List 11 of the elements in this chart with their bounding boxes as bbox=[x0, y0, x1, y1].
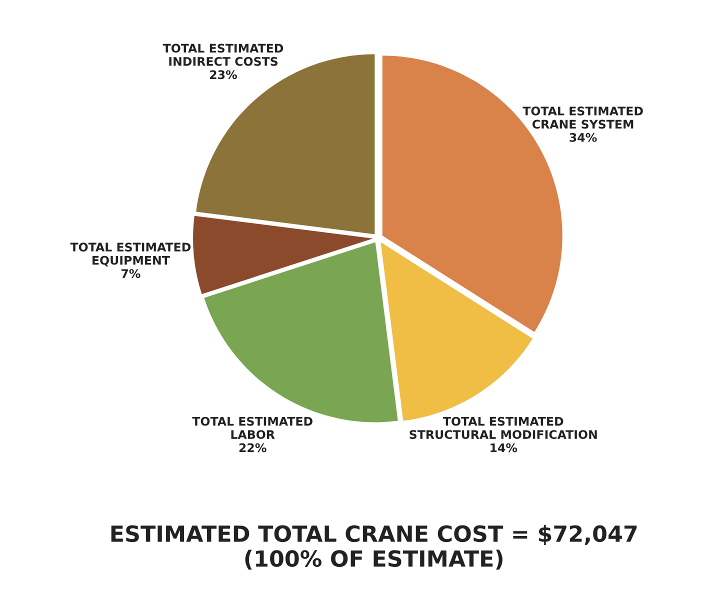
slice-label: TOTAL ESTIMATED STRUCTURAL MODIFICATION bbox=[410, 416, 597, 439]
data-label: 34% bbox=[570, 132, 597, 142]
data-label: 22% bbox=[239, 443, 266, 452]
slice-label: TOTAL ESTIMATED CRANE SYSTEM bbox=[522, 106, 643, 129]
data-label: 7% bbox=[121, 269, 140, 278]
slice-label: TOTAL ESTIMATED EQUIPMENT bbox=[70, 242, 191, 266]
data-label: 23% bbox=[210, 70, 238, 80]
data-label: 14% bbox=[490, 443, 518, 452]
slice-label: TOTAL ESTIMATED INDIRECT COSTS bbox=[162, 44, 284, 66]
text: ESTIMATED TOTAL CRANE COST = $72,047 (100% OF ESTIMATE) bbox=[111, 524, 637, 570]
slice-label: TOTAL ESTIMATED LABOR bbox=[192, 416, 312, 439]
